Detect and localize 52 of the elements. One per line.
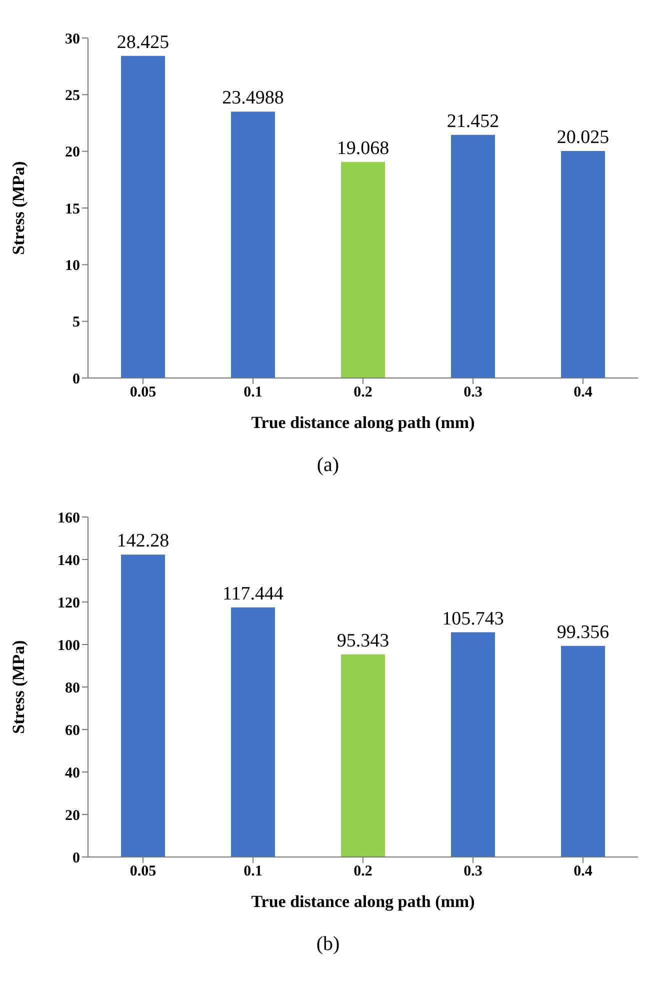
y-tick-label: 15 bbox=[65, 201, 80, 218]
x-tick-label: 0.05 bbox=[130, 864, 156, 880]
y-tick-label: 60 bbox=[65, 722, 80, 739]
data-label: 117.444 bbox=[222, 583, 284, 604]
data-label: 99.356 bbox=[556, 622, 610, 643]
y-tick-label: 0 bbox=[72, 850, 80, 866]
bar bbox=[121, 56, 165, 378]
data-label: 20.025 bbox=[556, 127, 610, 148]
data-label: 19.068 bbox=[336, 138, 390, 159]
x-tick-label: 0.1 bbox=[244, 384, 262, 401]
x-axis-title: True distance along path (mm) bbox=[251, 413, 475, 432]
x-axis-title: True distance along path (mm) bbox=[251, 892, 475, 911]
y-tick-label: 160 bbox=[58, 510, 80, 526]
y-tick-label: 40 bbox=[65, 765, 80, 782]
y-axis-title: Stress (MPa) bbox=[9, 161, 28, 255]
bar bbox=[341, 162, 385, 378]
data-label: 105.743 bbox=[442, 608, 504, 630]
data-label: 28.425 bbox=[116, 32, 170, 53]
bar bbox=[451, 134, 495, 378]
y-tick-label: 5 bbox=[72, 314, 80, 331]
bar bbox=[341, 654, 385, 857]
data-label: 95.343 bbox=[336, 630, 390, 652]
bar bbox=[451, 632, 495, 857]
y-tick-label: 20 bbox=[65, 808, 80, 824]
y-axis-title: Stress (MPa) bbox=[9, 640, 28, 734]
bar bbox=[231, 112, 275, 378]
x-tick-label: 0.05 bbox=[130, 384, 156, 401]
y-tick-label: 140 bbox=[58, 552, 80, 569]
y-tick-label: 30 bbox=[65, 31, 80, 48]
y-tick-label: 100 bbox=[58, 638, 80, 654]
x-tick-label: 0.3 bbox=[464, 864, 482, 880]
y-tick-label: 0 bbox=[72, 371, 80, 388]
y-tick-label: 10 bbox=[65, 258, 80, 274]
text: (b) bbox=[315, 933, 341, 956]
x-tick-label: 0.3 bbox=[464, 384, 482, 401]
y-tick-label: 120 bbox=[58, 595, 80, 612]
data-label: 21.452 bbox=[446, 110, 500, 132]
x-tick-label: 0.2 bbox=[354, 384, 372, 401]
data-label: 142.28 bbox=[116, 530, 170, 552]
bar bbox=[121, 554, 165, 857]
x-tick-label: 0.4 bbox=[574, 864, 593, 880]
x-tick-label: 0.2 bbox=[354, 864, 372, 880]
y-tick-label: 80 bbox=[65, 680, 80, 696]
x-tick-label: 0.1 bbox=[244, 864, 262, 880]
x-tick-label: 0.4 bbox=[574, 384, 593, 401]
bar bbox=[561, 151, 605, 378]
text: (a) bbox=[316, 454, 340, 477]
y-tick-label: 20 bbox=[65, 144, 80, 161]
bar bbox=[231, 607, 275, 857]
y-tick-label: 25 bbox=[65, 88, 80, 104]
data-label: 23.4988 bbox=[222, 88, 284, 109]
bar bbox=[561, 646, 605, 857]
